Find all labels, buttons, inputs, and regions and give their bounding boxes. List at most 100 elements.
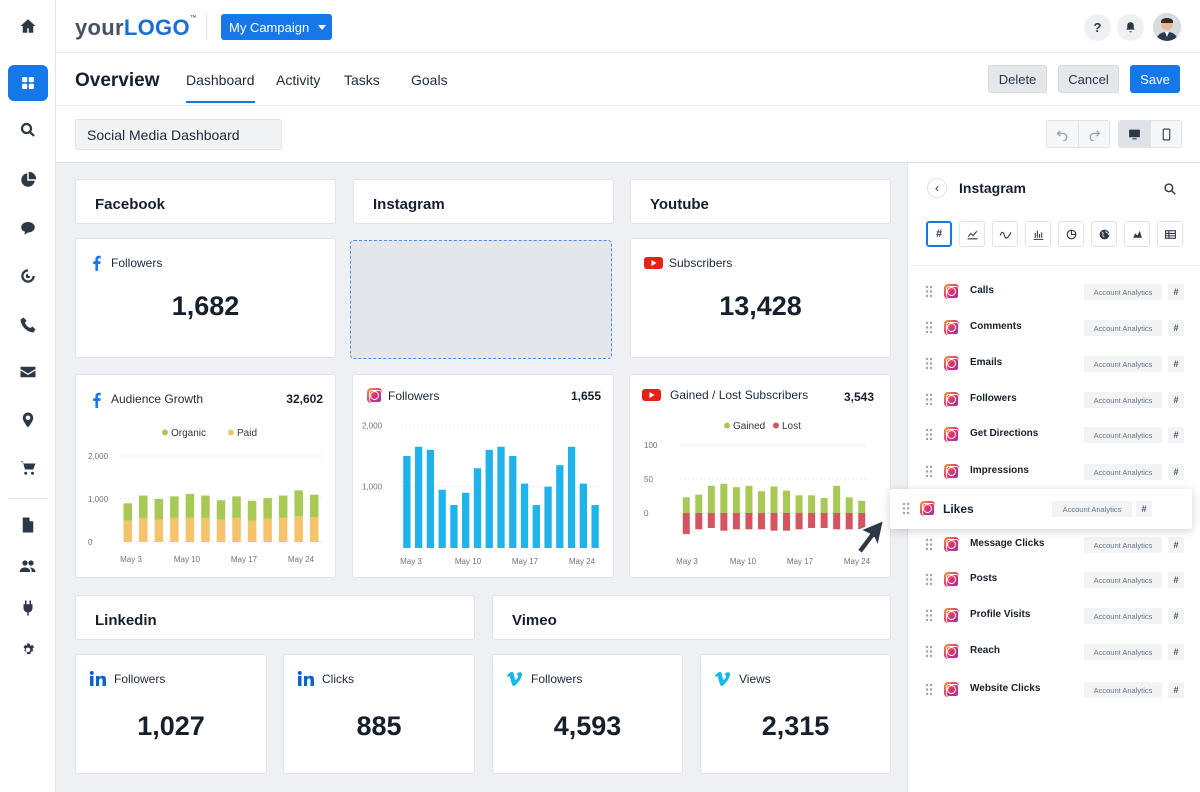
drag-handle-icon[interactable] xyxy=(925,393,933,406)
hash-icon[interactable]: # xyxy=(1168,427,1184,443)
phone-icon[interactable] xyxy=(8,307,48,343)
pie-chart-icon[interactable] xyxy=(1058,221,1084,247)
chat-icon[interactable] xyxy=(8,210,48,246)
metric-item[interactable]: Reach Account Analytics # xyxy=(922,640,1184,664)
metric-name: Emails xyxy=(970,357,1003,368)
dashboard-canvas: Facebook Instagram Youtube Followers 1,6… xyxy=(59,163,907,792)
notifications-button[interactable] xyxy=(1117,14,1144,41)
section-facebook[interactable]: Facebook xyxy=(75,179,336,224)
metric-item[interactable]: Website Clicks Account Analytics # xyxy=(922,678,1184,702)
globe-icon[interactable] xyxy=(1091,221,1117,247)
drag-handle-icon[interactable] xyxy=(925,285,933,298)
avatar[interactable] xyxy=(1153,13,1181,41)
hash-icon[interactable]: # xyxy=(1168,392,1184,408)
widget-li-clicks[interactable]: Clicks 885 xyxy=(283,654,475,774)
drag-handle-icon[interactable] xyxy=(925,321,933,334)
widget-vm-views[interactable]: Views 2,315 xyxy=(700,654,891,774)
sparkline-icon[interactable] xyxy=(992,221,1018,247)
hash-icon[interactable]: # xyxy=(1168,644,1184,660)
bar-lost xyxy=(770,513,778,531)
bar-chart-icon[interactable] xyxy=(1025,221,1051,247)
area-chart-icon[interactable] xyxy=(1124,221,1150,247)
save-button[interactable]: Save xyxy=(1130,65,1180,93)
metric-item[interactable]: Impressions Account Analytics # xyxy=(922,460,1184,484)
dashboard-icon[interactable] xyxy=(8,65,48,101)
metric-item[interactable]: Comments Account Analytics # xyxy=(922,316,1184,340)
hash-icon[interactable]: # xyxy=(1168,537,1184,553)
section-linkedin[interactable]: Linkedin xyxy=(75,595,475,640)
drag-handle-icon[interactable] xyxy=(925,538,933,551)
widget-ig-followers[interactable]: Followers 1,655 2,000 1,000 May 3 May 10 May… xyxy=(352,374,614,578)
metric-item[interactable]: Message Clicks Account Analytics # xyxy=(922,533,1184,557)
section-instagram[interactable]: Instagram xyxy=(353,179,614,224)
home-icon[interactable] xyxy=(8,8,48,44)
radar-icon[interactable] xyxy=(8,258,48,294)
tab-goals[interactable]: Goals xyxy=(411,72,448,88)
tab-activity[interactable]: Activity xyxy=(276,72,321,88)
line-chart-icon[interactable] xyxy=(959,221,985,247)
toolbar: Social Media Dashboard xyxy=(56,106,1200,163)
document-icon[interactable] xyxy=(8,507,48,543)
dragging-metric-likes[interactable]: Likes Account Analytics # xyxy=(890,489,1192,529)
dashboard-name-input[interactable]: Social Media Dashboard xyxy=(75,119,282,150)
metric-item[interactable]: Calls Account Analytics # xyxy=(922,280,1184,304)
desktop-view-button[interactable] xyxy=(1119,121,1150,147)
hash-icon[interactable]: # xyxy=(1168,464,1184,480)
bar-lost xyxy=(795,513,803,530)
table-icon[interactable] xyxy=(1157,221,1183,247)
bar-paid xyxy=(263,518,272,542)
pie-chart-icon[interactable] xyxy=(8,162,48,198)
back-button[interactable]: ‹ xyxy=(927,178,947,198)
hash-icon[interactable]: # xyxy=(1168,608,1184,624)
metric-item[interactable]: Followers Account Analytics # xyxy=(922,388,1184,412)
hash-icon[interactable]: # xyxy=(926,221,952,247)
cancel-button[interactable]: Cancel xyxy=(1058,65,1119,93)
plug-icon[interactable] xyxy=(8,590,48,626)
widget-panel: ‹ Instagram # Calls Account Analytics # Com… xyxy=(907,163,1200,792)
chart-total: 32,602 xyxy=(286,392,323,406)
mobile-view-button[interactable] xyxy=(1150,121,1181,147)
search-icon[interactable] xyxy=(8,112,48,148)
metric-item[interactable]: Emails Account Analytics # xyxy=(922,352,1184,376)
hash-icon[interactable]: # xyxy=(1168,284,1184,300)
metric-item[interactable]: Get Directions Account Analytics # xyxy=(922,423,1184,447)
drag-handle-icon[interactable] xyxy=(925,645,933,658)
legend-marker xyxy=(162,429,168,436)
hash-icon[interactable]: # xyxy=(1168,320,1184,336)
drag-handle-icon[interactable] xyxy=(925,428,933,441)
hash-icon[interactable]: # xyxy=(1168,572,1184,588)
widget-yt-subscribers[interactable]: Subscribers 13,428 xyxy=(630,238,891,358)
instagram-icon xyxy=(944,464,959,479)
widget-gained-lost[interactable]: Gained / Lost Subscribers 3,543 Gained Lo… xyxy=(629,374,891,578)
location-pin-icon[interactable] xyxy=(8,402,48,438)
hash-icon[interactable]: # xyxy=(1168,682,1184,698)
section-youtube[interactable]: Youtube xyxy=(630,179,891,224)
drag-handle-icon[interactable] xyxy=(925,683,933,696)
search-icon[interactable] xyxy=(1163,182,1177,196)
widget-fb-followers[interactable]: Followers 1,682 xyxy=(75,238,336,358)
tab-tasks[interactable]: Tasks xyxy=(344,72,380,88)
gear-icon[interactable] xyxy=(8,633,48,669)
delete-button[interactable]: Delete xyxy=(988,65,1047,93)
ig-followers-chart: 2,000 1,000 May 3 May 10 May 17 May 24 xyxy=(362,421,601,566)
hash-icon[interactable]: # xyxy=(1168,356,1184,372)
widget-li-followers[interactable]: Followers 1,027 xyxy=(75,654,267,774)
metric-item[interactable]: Profile Visits Account Analytics # xyxy=(922,604,1184,628)
redo-button[interactable] xyxy=(1078,121,1109,147)
section-vimeo[interactable]: Vimeo xyxy=(492,595,891,640)
users-icon[interactable] xyxy=(8,548,48,584)
cart-icon[interactable] xyxy=(8,450,48,486)
campaign-dropdown[interactable]: My Campaign xyxy=(221,14,332,40)
drag-handle-icon[interactable] xyxy=(925,357,933,370)
widget-vm-followers[interactable]: Followers 4,593 xyxy=(492,654,683,774)
undo-button[interactable] xyxy=(1047,121,1078,147)
mail-icon[interactable] xyxy=(8,354,48,390)
widget-audience-growth[interactable]: Audience Growth 32,602 Organic Paid 2,000 1… xyxy=(75,374,336,578)
drag-handle-icon[interactable] xyxy=(925,609,933,622)
drag-handle-icon[interactable] xyxy=(925,573,933,586)
metric-item[interactable]: Posts Account Analytics # xyxy=(922,568,1184,592)
drag-handle-icon[interactable] xyxy=(925,465,933,478)
tab-dashboard[interactable]: Dashboard xyxy=(186,72,255,103)
help-button[interactable]: ? xyxy=(1084,14,1111,41)
drop-placeholder[interactable] xyxy=(350,240,612,359)
